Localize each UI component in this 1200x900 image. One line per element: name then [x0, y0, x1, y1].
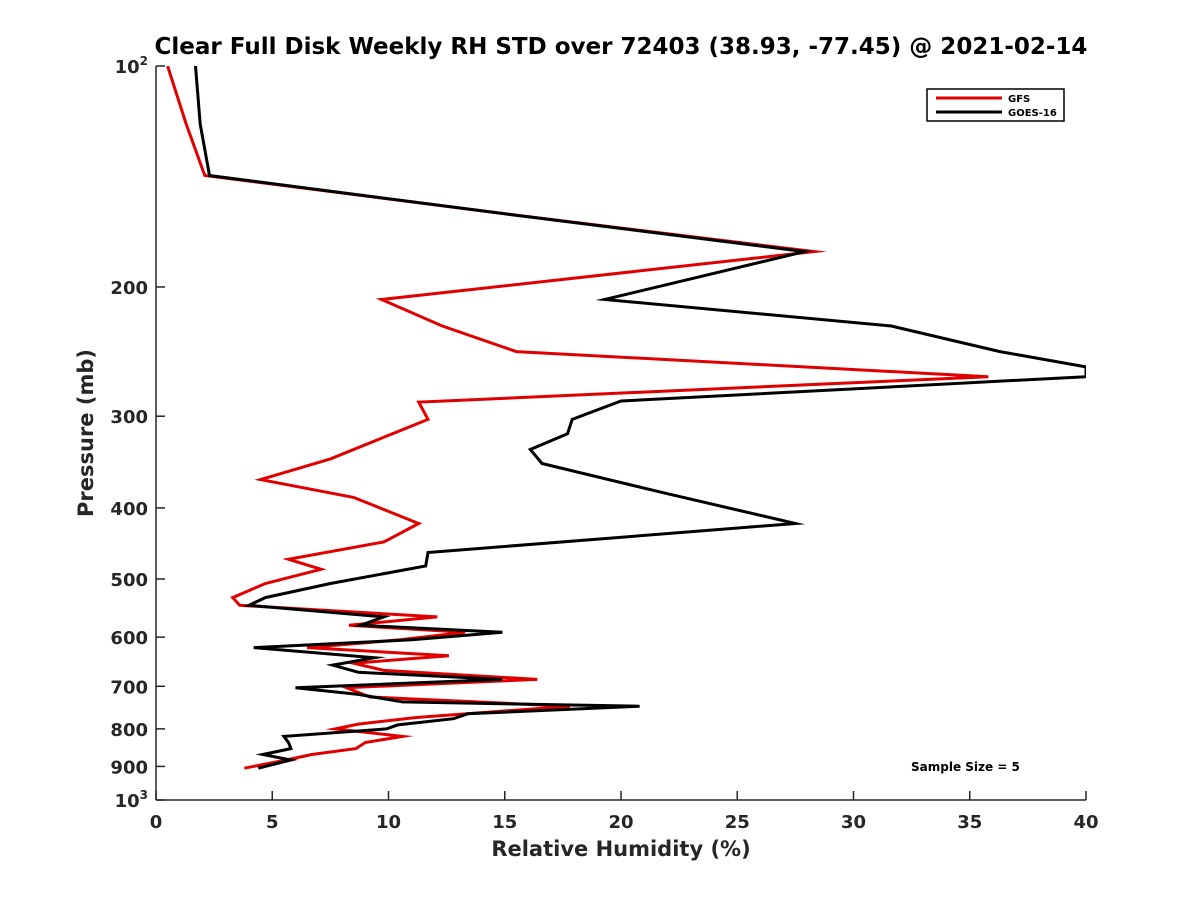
- series-lines: [166, 66, 1086, 770]
- y-axis-label: Pressure (mb): [74, 349, 98, 517]
- sample-size-annotation: Sample Size = 5: [911, 760, 1020, 774]
- y-tick-label: 600: [110, 628, 148, 649]
- plot-area: [166, 66, 1086, 770]
- y-tick-label: 700: [110, 677, 148, 698]
- chart-title: Clear Full Disk Weekly RH STD over 72403…: [155, 34, 1088, 60]
- y-tick-label: 103: [115, 788, 148, 812]
- x-tick-label: 40: [1073, 812, 1098, 833]
- y-tick-label: 900: [110, 757, 148, 778]
- x-tick-label: 0: [150, 812, 163, 833]
- y-tick-label: 200: [110, 278, 148, 299]
- x-tick-label: 35: [957, 812, 982, 833]
- x-axis-label: Relative Humidity (%): [491, 837, 750, 861]
- series-line-gfs: [166, 66, 989, 770]
- axes: 0 5 10 15 20 25 30 35 40 102 200 300 400 500 600 700 800…: [110, 54, 1098, 833]
- x-tick-label: 30: [841, 812, 866, 833]
- y-tick-label: 400: [110, 499, 148, 520]
- legend: GFS GOES-16: [926, 88, 1065, 122]
- x-tick-label: 10: [376, 812, 401, 833]
- y-tick-label: 102: [115, 54, 148, 78]
- x-tick-label: 20: [608, 812, 633, 833]
- y-tick-label: 300: [110, 407, 148, 428]
- legend-label: GFS: [1008, 94, 1030, 105]
- legend-label: GOES-16: [1008, 108, 1057, 119]
- x-tick-label: 25: [725, 812, 750, 833]
- x-tick-label: 5: [266, 812, 279, 833]
- y-tick-label: 500: [110, 570, 148, 591]
- y-tick-label: 800: [110, 720, 148, 741]
- legend-box: [926, 88, 1065, 122]
- series-line-goes-16: [194, 66, 1086, 770]
- x-tick-label: 15: [492, 812, 517, 833]
